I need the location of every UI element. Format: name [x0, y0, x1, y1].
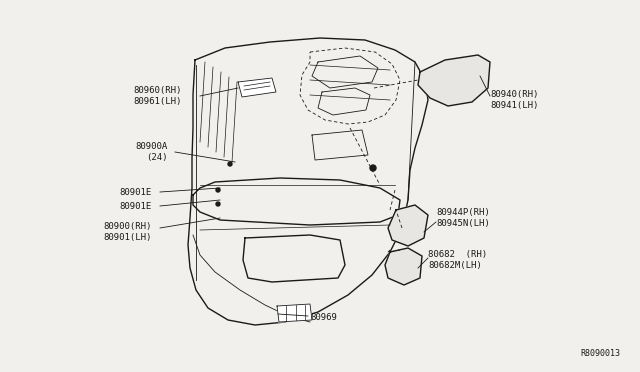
Polygon shape — [277, 304, 312, 322]
Circle shape — [228, 162, 232, 166]
Polygon shape — [418, 55, 490, 106]
Polygon shape — [388, 205, 428, 246]
Circle shape — [216, 202, 220, 206]
Text: 80944P(RH)
80945N(LH): 80944P(RH) 80945N(LH) — [436, 208, 490, 228]
Text: 80940(RH)
80941(LH): 80940(RH) 80941(LH) — [490, 90, 538, 110]
Text: 80960(RH)
80961(LH): 80960(RH) 80961(LH) — [134, 86, 182, 106]
Polygon shape — [238, 78, 276, 97]
Text: 80900A
(24): 80900A (24) — [136, 142, 168, 162]
Circle shape — [370, 165, 376, 171]
Text: 80900(RH)
80901(LH): 80900(RH) 80901(LH) — [104, 222, 152, 242]
Text: R8090013: R8090013 — [580, 349, 620, 358]
Text: 80901E: 80901E — [120, 187, 152, 196]
Circle shape — [216, 188, 220, 192]
Text: 80682  (RH)
80682M(LH): 80682 (RH) 80682M(LH) — [428, 250, 487, 270]
Text: 80969: 80969 — [310, 314, 337, 323]
Text: 80901E: 80901E — [120, 202, 152, 211]
Polygon shape — [385, 248, 422, 285]
